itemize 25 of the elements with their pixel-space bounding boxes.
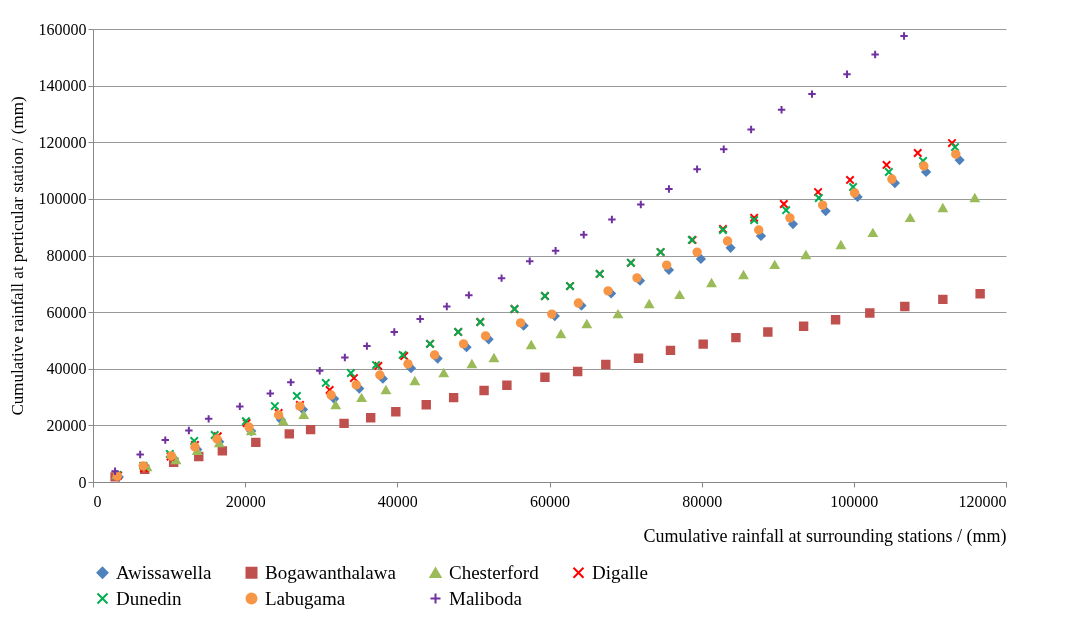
x-axis-title: Cumulative rainfall at surrounding stations / (mm)	[643, 525, 1007, 547]
x-tick-label: 100000	[830, 492, 879, 510]
x-tick-label: 20000	[225, 492, 266, 510]
y-tick-label: 0	[78, 473, 87, 491]
legend-label: Digalle	[592, 561, 648, 583]
x-tick-label: 60000	[530, 492, 570, 510]
y-axis-title: Cumulative rainfall at perticular station / (mm)	[7, 96, 27, 416]
legend-label: Dunedin	[116, 587, 182, 609]
x-tick-label: 0	[93, 492, 102, 510]
y-tick-label: 140000	[38, 77, 87, 95]
x-tick-label: 80000	[682, 492, 723, 510]
x-tick-label: 40000	[377, 492, 418, 510]
legend-label: Maliboda	[449, 587, 523, 609]
y-tick-label: 60000	[46, 303, 87, 321]
legend-label: Bogawanthalawa	[265, 561, 397, 583]
y-tick-label: 40000	[46, 360, 87, 378]
x-tick-label: 120000	[958, 492, 1007, 510]
legend-label: Labugama	[265, 587, 346, 609]
y-tick-label: 80000	[46, 247, 87, 264]
y-tick-label: 100000	[38, 190, 87, 208]
legend-label: Awissawella	[116, 561, 212, 583]
y-tick-label: 120000	[38, 133, 87, 151]
legend-label: Chesterford	[449, 561, 540, 583]
y-tick-label: 160000	[38, 20, 87, 38]
y-tick-label: 20000	[46, 416, 87, 434]
